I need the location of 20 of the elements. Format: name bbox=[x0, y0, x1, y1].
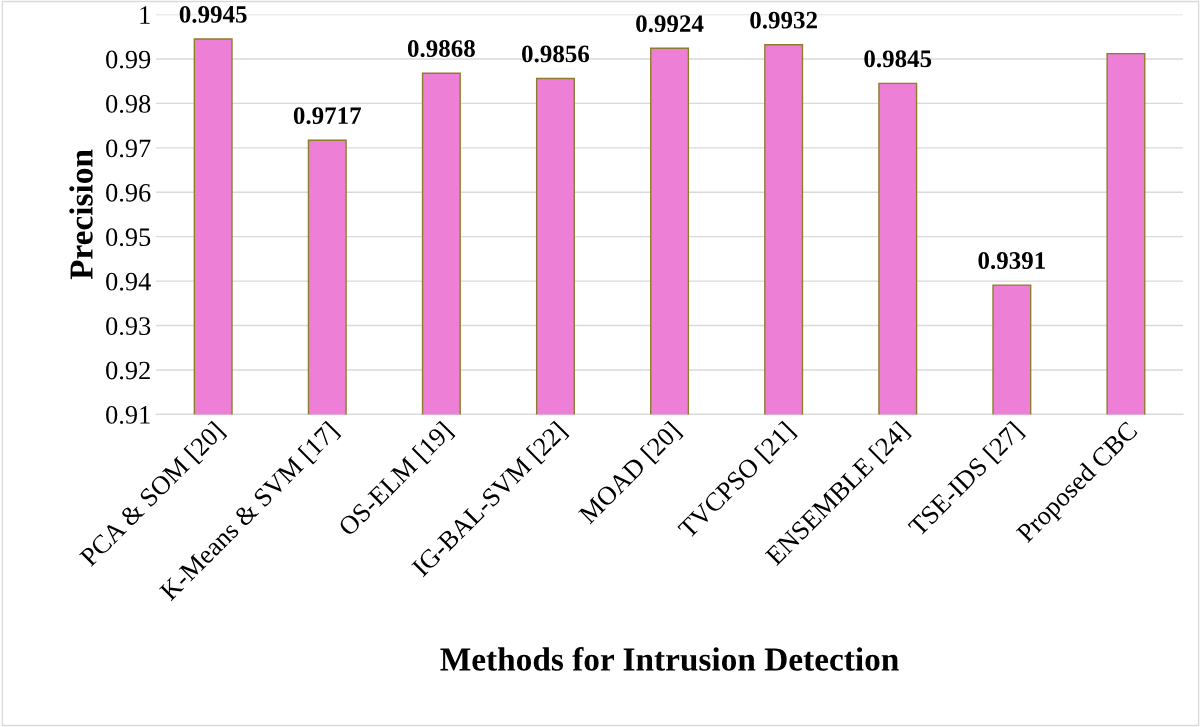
data-label: 0.9932 bbox=[750, 11, 817, 29]
data-label: 0.9717 bbox=[293, 107, 362, 125]
data-label: 0.9924 bbox=[636, 15, 704, 33]
y-tick-label: 0.99 bbox=[106, 50, 151, 69]
data-label: 0.9845 bbox=[864, 50, 932, 68]
data-label: 0.9868 bbox=[407, 40, 475, 58]
data-label: 0.9945 bbox=[179, 5, 247, 23]
y-tick-label: 0.97 bbox=[106, 139, 151, 158]
x-axis-title: Methods for Intrusion Detection bbox=[440, 646, 899, 671]
y-tick-label: 0.92 bbox=[106, 361, 150, 380]
y-tick-label: 1 bbox=[140, 6, 150, 24]
y-tick-label: 0.94 bbox=[106, 272, 151, 291]
y-tick-label: 0.91 bbox=[106, 406, 150, 424]
data-label: 0.9856 bbox=[522, 45, 590, 63]
data-label: 0.9391 bbox=[978, 252, 1045, 270]
y-axis-title: Precision bbox=[69, 149, 93, 280]
y-tick-label: 0.96 bbox=[106, 183, 151, 202]
y-tick-label: 0.93 bbox=[106, 317, 151, 336]
y-tick-label: 0.95 bbox=[106, 228, 151, 247]
y-tick-label: 0.98 bbox=[106, 95, 151, 113]
